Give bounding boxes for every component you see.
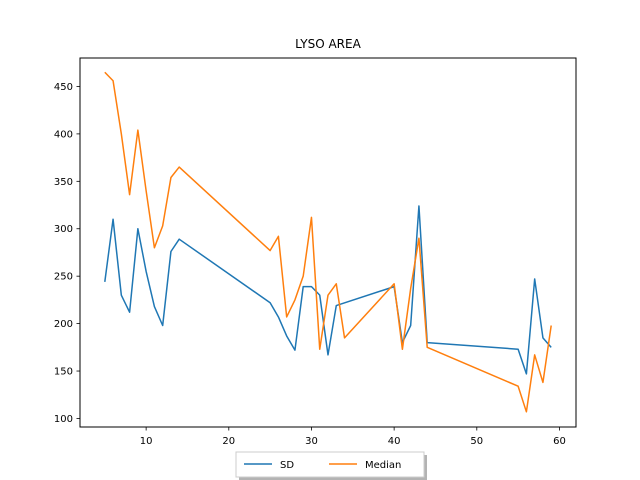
y-tick-label: 200 xyxy=(54,319,73,330)
chart-title: LYSO AREA xyxy=(295,37,361,51)
x-tick-label: 50 xyxy=(470,436,483,447)
x-tick-label: 60 xyxy=(553,436,566,447)
series-layer xyxy=(104,71,552,413)
y-tick-label: 350 xyxy=(54,177,73,188)
x-axis: 10 20 30 40 50 60 xyxy=(140,427,566,447)
y-tick-label: 450 xyxy=(54,82,73,93)
x-tick-label: 40 xyxy=(388,436,401,447)
y-tick-label: 150 xyxy=(54,367,73,378)
y-tick-label: 400 xyxy=(54,129,73,140)
y-tick-label: 250 xyxy=(54,272,73,283)
x-tick-label: 30 xyxy=(305,436,318,447)
legend-label-median: Median xyxy=(365,460,401,471)
x-tick-label: 20 xyxy=(222,436,235,447)
x-tick-label: 10 xyxy=(140,436,153,447)
legend-label-sd: SD xyxy=(280,460,294,471)
series-line-sd xyxy=(104,205,552,375)
legend: SD Median xyxy=(235,451,427,480)
series-line-median xyxy=(104,71,552,413)
plot-frame xyxy=(79,57,577,428)
y-tick-label: 100 xyxy=(54,414,73,425)
y-tick-label: 300 xyxy=(54,224,73,235)
y-axis: 100 150 200 250 300 350 400 450 xyxy=(54,82,80,425)
